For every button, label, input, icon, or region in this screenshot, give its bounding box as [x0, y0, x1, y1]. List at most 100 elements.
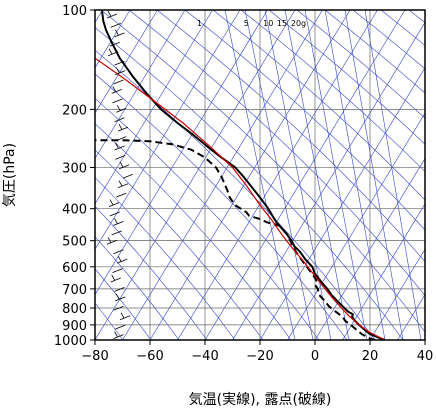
wind-barb	[109, 211, 120, 217]
wind-barb	[111, 230, 122, 236]
wind-barb	[107, 10, 112, 17]
dry-adiabat-line	[240, 10, 425, 172]
mixing-ratio-line	[264, 10, 332, 340]
wind-barb	[113, 79, 124, 85]
isotherm-line	[122, 10, 323, 340]
background-lines	[95, 10, 425, 340]
wind-barb	[110, 23, 121, 28]
mixing-ratio-label: 15	[277, 19, 287, 28]
wind-barb	[113, 221, 124, 226]
wind-barb	[107, 237, 112, 243]
wind-barb	[116, 105, 121, 111]
wind-barb	[117, 126, 129, 132]
mixing-ratio-label: 20g	[291, 19, 306, 28]
y-tick-label: 200	[62, 103, 87, 118]
wind-barb	[117, 258, 128, 264]
y-tick-label: 700	[62, 283, 87, 298]
parcel-line	[95, 57, 386, 340]
wind-barb	[115, 70, 126, 75]
isotherm-line	[424, 339, 425, 340]
wind-barb	[117, 344, 127, 348]
wind-barb	[115, 324, 126, 330]
x-tick-label: −80	[81, 349, 108, 364]
dry-adiabat-line	[184, 10, 425, 231]
wind-barb	[114, 117, 125, 123]
isotherm-line	[369, 248, 425, 340]
wind-barb	[106, 239, 118, 245]
mixing-ratio-line	[364, 10, 422, 340]
dry-adiabat-line	[95, 149, 264, 340]
wind-barb	[112, 98, 123, 104]
isotherm-line	[149, 10, 351, 340]
x-tick-label: −40	[191, 349, 218, 364]
x-tick-label: 20	[362, 349, 379, 364]
x-tick-label: 40	[417, 349, 434, 364]
wind-barb	[122, 173, 133, 179]
wind-barb	[118, 123, 123, 130]
wind-barb	[106, 13, 118, 19]
isotherm-line	[259, 67, 425, 340]
wind-barb	[115, 142, 119, 149]
wind-barb	[114, 145, 125, 151]
y-tick-label: 1000	[54, 334, 87, 349]
y-tick-label: 500	[62, 235, 87, 250]
dry-adiabat-line	[95, 123, 292, 340]
wind-barb	[115, 67, 120, 74]
dry-adiabat-line	[95, 205, 208, 340]
dry-adiabat-line	[95, 177, 236, 340]
wind-barb	[116, 107, 127, 113]
wind-barb	[114, 218, 118, 225]
y-tick-label: 800	[62, 302, 87, 317]
dry-adiabat-line	[95, 97, 320, 340]
wind-barb	[112, 268, 123, 273]
temperature-line	[100, 10, 386, 340]
isotherm-line	[177, 10, 378, 340]
isotherm-line	[204, 10, 406, 340]
x-axis-title: 気温(実線), 露点(破線)	[189, 392, 332, 408]
mixing-ratio-line	[244, 10, 314, 340]
isotherm-line	[232, 21, 425, 340]
wind-barb	[114, 287, 125, 292]
x-axis-ticks: −80 −60 −40 −20 0 20 40	[81, 340, 433, 364]
y-tick-label: 300	[62, 161, 87, 176]
dry-adiabat-line	[95, 236, 180, 340]
dry-adiabat-line	[95, 27, 404, 340]
mixing-ratio-label: 10	[263, 19, 273, 28]
wind-barb	[118, 164, 130, 170]
isotherm-line	[95, 10, 268, 296]
wind-barb	[114, 32, 125, 38]
dry-adiabat-line	[100, 10, 425, 333]
y-tick-label: 600	[62, 261, 87, 276]
grid-lines	[95, 10, 425, 340]
wind-barb	[119, 161, 124, 168]
wind-barb	[119, 315, 131, 321]
isotherm-line	[95, 10, 241, 250]
wind-barbs	[106, 10, 133, 348]
mixing-ratio-label: 5	[244, 19, 249, 28]
x-tick-label: −60	[136, 349, 163, 364]
dewpoint-line	[95, 139, 376, 340]
wind-barb	[116, 136, 127, 141]
wind-barb	[107, 51, 119, 57]
mixing-ratio-labels: 1 5 10 15 20g	[197, 19, 306, 28]
y-tick-label: 900	[62, 319, 87, 334]
wind-barb	[115, 155, 126, 160]
sounding-series	[95, 10, 386, 340]
wind-barb	[117, 183, 129, 189]
wind-barb	[114, 331, 118, 338]
wind-barb	[118, 180, 123, 187]
wind-barb	[113, 249, 124, 255]
wind-barb	[110, 277, 121, 283]
wind-barb	[116, 192, 127, 198]
mixing-ratio-label: 1	[197, 19, 202, 28]
dry-adiabat-line	[156, 10, 425, 263]
dry-adiabat-line	[352, 10, 425, 70]
isotherm-line	[287, 112, 425, 340]
dry-adiabat-line	[212, 10, 425, 201]
wind-barb	[114, 60, 125, 66]
wind-barb	[111, 274, 116, 281]
wind-barb	[108, 48, 113, 55]
y-tick-label: 400	[62, 203, 87, 218]
